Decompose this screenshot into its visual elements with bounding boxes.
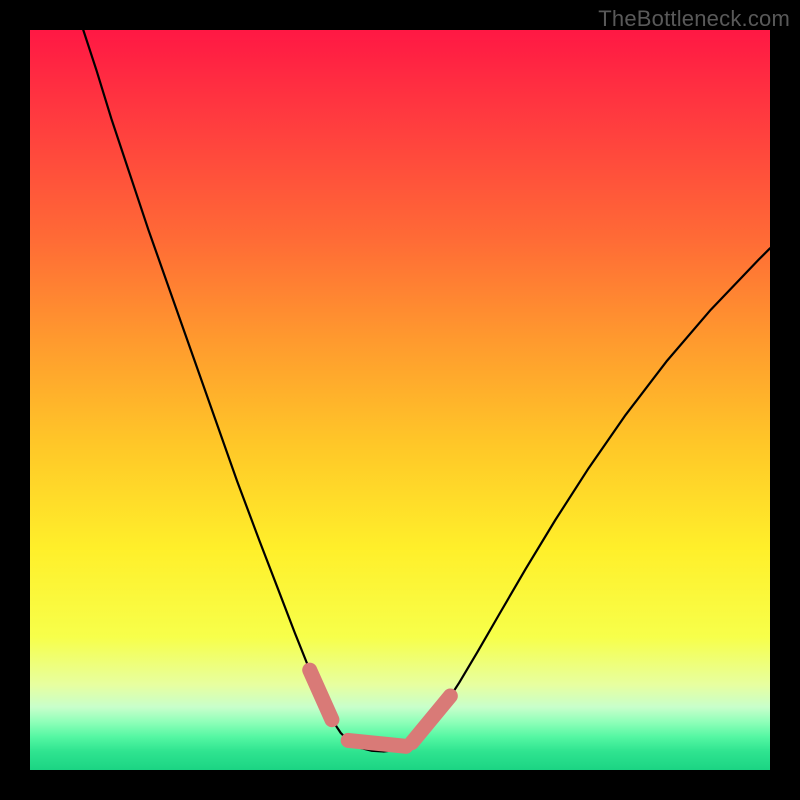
bottleneck-chart — [0, 0, 800, 800]
stage: TheBottleneck.com — [0, 0, 800, 800]
chart-background — [30, 30, 770, 770]
watermark-text: TheBottleneck.com — [598, 6, 790, 32]
